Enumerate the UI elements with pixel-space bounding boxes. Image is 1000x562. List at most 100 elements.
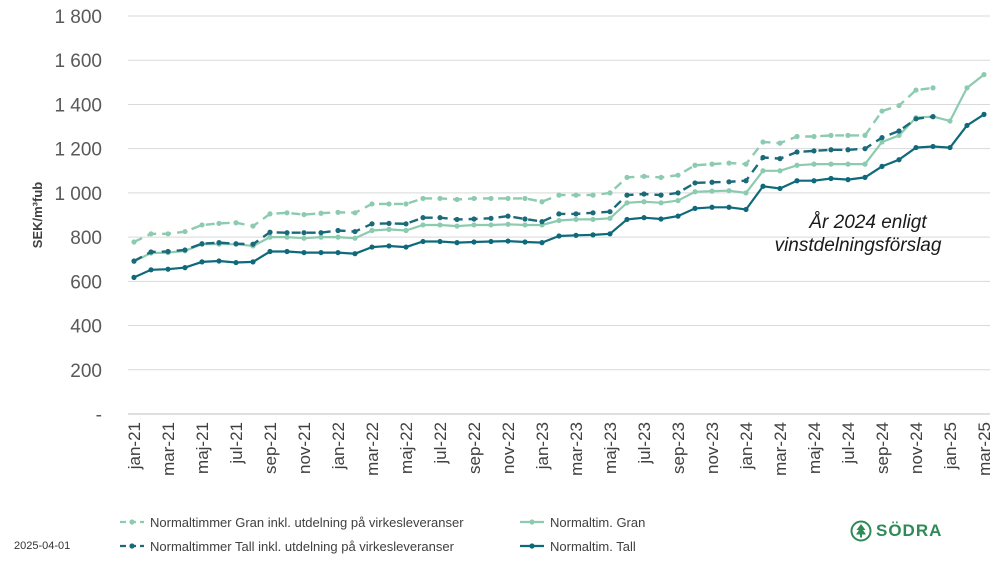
data-point: [420, 238, 426, 245]
data-point: [522, 222, 528, 228]
data-point: [250, 241, 256, 247]
data-point: [760, 168, 766, 174]
data-point: [726, 204, 732, 210]
series-1: [131, 71, 987, 265]
data-point: [879, 108, 885, 114]
data-point: [947, 144, 953, 151]
data-point: [556, 217, 562, 224]
data-point: [794, 162, 800, 168]
data-point: [896, 132, 902, 138]
x-tick-label: mar-24: [771, 422, 790, 476]
data-point: [590, 192, 596, 198]
x-tick-label: sep-24: [873, 422, 892, 474]
data-point: [216, 220, 222, 227]
data-point: [556, 211, 562, 217]
data-point: [862, 146, 868, 152]
data-point: [726, 179, 732, 185]
data-point: [845, 132, 851, 138]
data-point: [811, 161, 817, 167]
x-tick-label: mar-25: [975, 422, 994, 476]
data-point: [420, 215, 426, 221]
legend-marker: [129, 543, 135, 549]
data-point: [505, 195, 511, 202]
data-point: [658, 192, 664, 198]
data-point: [539, 240, 545, 246]
data-point: [165, 266, 171, 272]
y-tick-label: 600: [70, 272, 102, 293]
data-point: [488, 195, 494, 202]
data-point: [335, 209, 341, 215]
data-point: [267, 211, 273, 217]
data-point: [148, 249, 154, 255]
data-point: [658, 216, 664, 222]
data-point: [369, 221, 375, 227]
data-point: [675, 198, 681, 204]
data-point: [267, 234, 273, 240]
data-point: [896, 128, 902, 134]
data-point: [743, 190, 749, 196]
data-point: [573, 192, 579, 198]
data-point: [879, 139, 885, 145]
data-point: [454, 216, 460, 223]
y-axis-ticks: - 200 400 600 800 1 000 1 200 1 400 1 600 1 800: [54, 7, 102, 426]
y-tick-label: 1 200: [54, 140, 102, 161]
legend-marker: [529, 543, 535, 549]
data-point: [352, 210, 358, 216]
data-point: [437, 215, 443, 221]
data-point: [624, 192, 630, 198]
data-point: [930, 143, 936, 150]
data-point: [352, 228, 358, 235]
data-point: [743, 161, 749, 167]
data-point: [437, 222, 443, 228]
data-point: [522, 195, 528, 202]
x-tick-label: jan-21: [125, 422, 144, 470]
x-tick-label: nov-22: [499, 422, 518, 474]
x-tick-label: mar-22: [363, 422, 382, 476]
data-point: [454, 223, 460, 229]
data-point: [862, 161, 868, 167]
data-point: [318, 249, 324, 256]
y-tick-label: 200: [70, 361, 102, 382]
data-point: [726, 160, 732, 166]
x-tick-label: nov-23: [703, 422, 722, 474]
data-point: [522, 239, 528, 245]
data-point: [199, 259, 205, 265]
data-point: [488, 222, 494, 228]
x-tick-label: mar-23: [567, 422, 586, 476]
data-point: [624, 174, 630, 181]
data-point: [165, 231, 171, 237]
data-point: [896, 102, 902, 109]
y-tick-label: 400: [70, 317, 102, 338]
data-point: [981, 111, 987, 117]
data-point: [692, 180, 698, 186]
y-tick-label: -: [96, 405, 102, 426]
data-point: [811, 178, 817, 184]
data-point: [301, 230, 307, 236]
data-point: [369, 227, 375, 234]
data-point: [437, 195, 443, 202]
data-point: [301, 249, 307, 256]
data-point: [964, 122, 970, 129]
data-point: [403, 244, 409, 250]
data-point: [284, 248, 290, 255]
x-tick-label: jan-23: [533, 422, 552, 470]
x-tick-label: jan-25: [941, 422, 960, 470]
data-point: [777, 185, 783, 192]
data-point: [318, 210, 324, 216]
data-point: [454, 240, 460, 246]
x-tick-label: maj-24: [805, 422, 824, 474]
data-point: [165, 248, 171, 255]
data-point: [522, 216, 528, 222]
data-point: [505, 221, 511, 227]
x-tick-label: sep-22: [465, 422, 484, 474]
data-point: [624, 200, 630, 206]
data-point: [845, 161, 851, 167]
data-point: [437, 238, 443, 245]
data-point: [131, 239, 137, 245]
data-point: [471, 195, 477, 202]
data-point: [590, 210, 596, 216]
data-point: [250, 223, 256, 229]
data-point: [284, 234, 290, 240]
data-point: [318, 234, 324, 240]
